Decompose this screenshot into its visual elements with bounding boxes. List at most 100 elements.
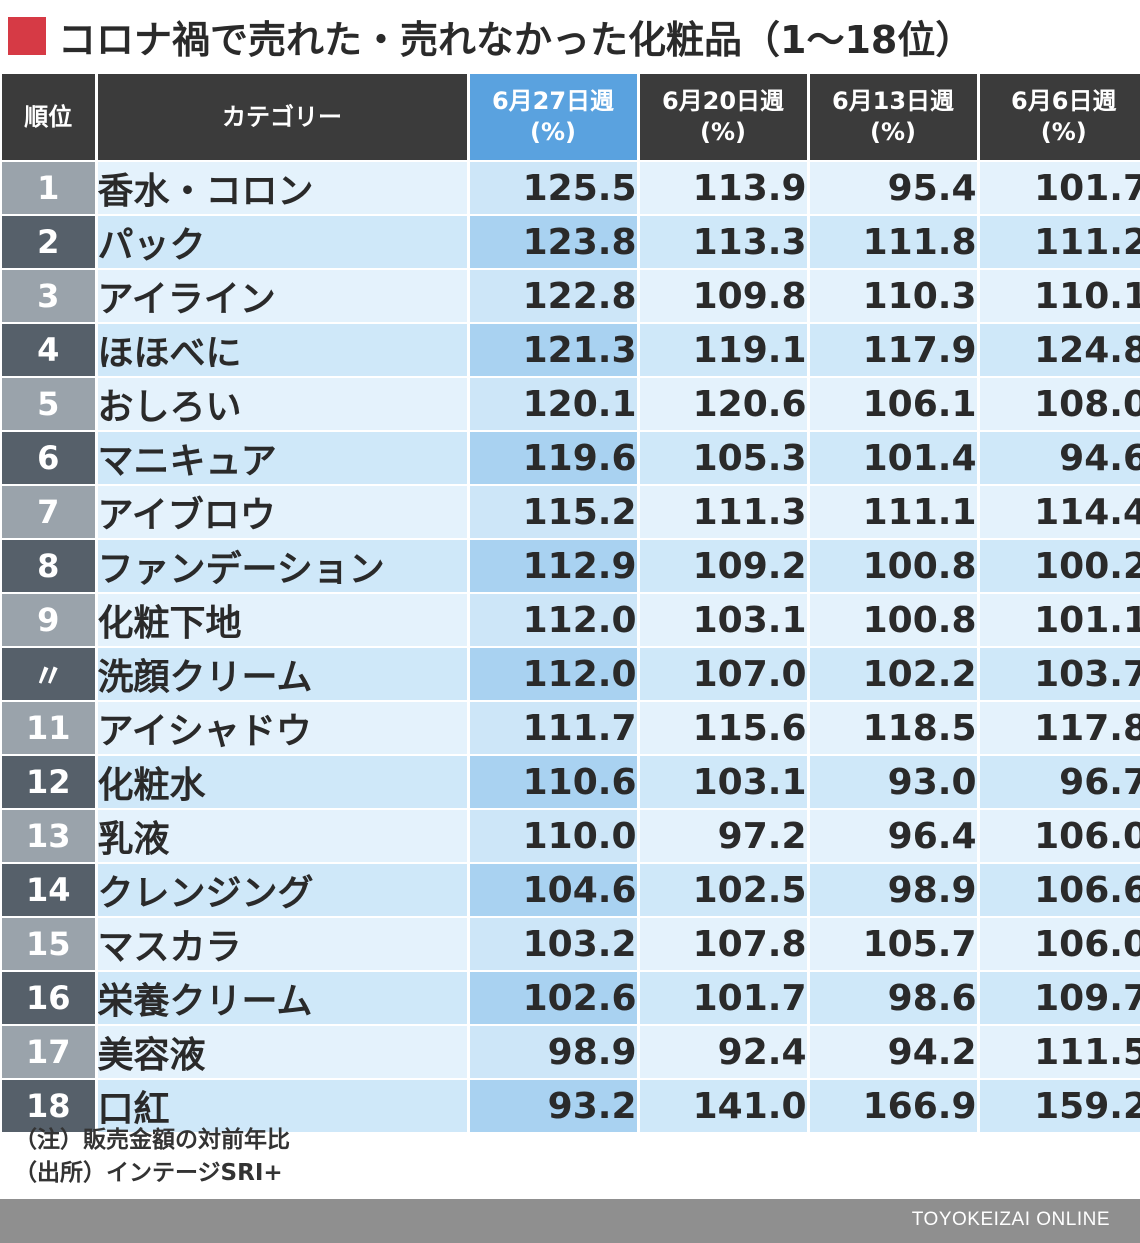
value-cell: 125.5: [466, 160, 638, 215]
value-cell: 101.7: [636, 970, 808, 1025]
value-cell: 117.8: [976, 700, 1140, 755]
table-row: 8 ファンデーション 112.9 109.2 100.8 100.2: [2, 538, 1140, 593]
rank-cell: 6: [2, 430, 96, 485]
value-cell: 109.2: [636, 538, 808, 593]
value-cell: 115.6: [636, 700, 808, 755]
value-cell: 97.2: [636, 808, 808, 863]
value-cell: 106.0: [976, 808, 1140, 863]
category-cell: 栄養クリーム: [94, 970, 468, 1025]
notes: （注）販売金額の対前年比 （出所）インテージSRI+: [14, 1124, 290, 1190]
table-row: 13 乳液 110.0 97.2 96.4 106.0: [2, 808, 1140, 863]
category-cell: ほほべに: [94, 322, 468, 377]
table-row: 15 マスカラ 103.2 107.8 105.7 106.0: [2, 916, 1140, 971]
rank-cell: 17: [2, 1024, 96, 1079]
table-row: 16 栄養クリーム 102.6 101.7 98.6 109.7: [2, 970, 1140, 1025]
rank-cell: 〃: [2, 646, 96, 701]
value-cell: 103.1: [636, 592, 808, 647]
table-row: 11 アイシャドウ 111.7 115.6 118.5 117.8: [2, 700, 1140, 755]
category-cell: 美容液: [94, 1024, 468, 1079]
value-cell: 117.9: [806, 322, 978, 377]
value-cell: 93.2: [466, 1078, 638, 1132]
value-cell: 111.2: [976, 214, 1140, 269]
value-cell: 101.7: [976, 160, 1140, 215]
rank-cell: 1: [2, 160, 96, 215]
value-cell: 105.3: [636, 430, 808, 485]
value-cell: 110.1: [976, 268, 1140, 323]
column-header-5: 6月6日週 (%): [976, 74, 1140, 161]
value-cell: 111.8: [806, 214, 978, 269]
value-cell: 118.5: [806, 700, 978, 755]
value-cell: 121.3: [466, 322, 638, 377]
table-row: 4 ほほべに 121.3 119.1 117.9 124.8: [2, 322, 1140, 377]
value-cell: 111.3: [636, 484, 808, 539]
category-cell: 口紅: [94, 1078, 468, 1132]
category-cell: 洗顔クリーム: [94, 646, 468, 701]
table-row: 2 パック 123.8 113.3 111.8 111.2: [2, 214, 1140, 269]
column-header-1: カテゴリー: [94, 74, 468, 161]
value-cell: 120.6: [636, 376, 808, 431]
column-header-0: 順位: [2, 74, 96, 161]
value-cell: 103.1: [636, 754, 808, 809]
category-cell: おしろい: [94, 376, 468, 431]
value-cell: 105.7: [806, 916, 978, 971]
rank-cell: 15: [2, 916, 96, 971]
column-header-2: 6月27日週 (%): [466, 74, 638, 161]
ranking-table: 順位 カテゴリー 6月27日週 (%) 6月20日週 (%) 6月13日週 (%) 6月6日週(…: [2, 74, 1140, 1132]
value-cell: 108.0: [976, 376, 1140, 431]
value-cell: 101.4: [806, 430, 978, 485]
category-cell: 香水・コロン: [94, 160, 468, 215]
footer-brand: TOYOKEIZAI ONLINE: [911, 1209, 1110, 1230]
value-cell: 112.0: [466, 592, 638, 647]
value-cell: 100.8: [806, 538, 978, 593]
value-cell: 96.4: [806, 808, 978, 863]
column-header-4: 6月13日週 (%): [806, 74, 978, 161]
value-cell: 111.1: [806, 484, 978, 539]
rank-cell: 2: [2, 214, 96, 269]
value-cell: 112.9: [466, 538, 638, 593]
table-row: 12 化粧水 110.6 103.1 93.0 96.7: [2, 754, 1140, 809]
value-cell: 102.6: [466, 970, 638, 1025]
category-cell: ファンデーション: [94, 538, 468, 593]
value-cell: 113.9: [636, 160, 808, 215]
rank-cell: 12: [2, 754, 96, 809]
value-cell: 102.5: [636, 862, 808, 917]
value-cell: 109.7: [976, 970, 1140, 1025]
category-cell: 化粧下地: [94, 592, 468, 647]
value-cell: 159.2: [976, 1078, 1140, 1132]
table-row: 14 クレンジング 104.6 102.5 98.9 106.6: [2, 862, 1140, 917]
value-cell: 113.3: [636, 214, 808, 269]
value-cell: 106.1: [806, 376, 978, 431]
value-cell: 94.2: [806, 1024, 978, 1079]
rank-cell: 4: [2, 322, 96, 377]
rank-cell: 18: [2, 1078, 96, 1132]
footer-bar: TOYOKEIZAI ONLINE: [0, 1199, 1140, 1243]
value-cell: 106.6: [976, 862, 1140, 917]
value-cell: 94.6: [976, 430, 1140, 485]
table-row: 1 香水・コロン 125.5 113.9 95.4 101.7: [2, 160, 1140, 215]
value-cell: 95.4: [806, 160, 978, 215]
title-text: コロナ禍で売れた・売れなかった化粧品（1〜18位）: [58, 17, 974, 62]
value-cell: 124.8: [976, 322, 1140, 377]
column-header-3: 6月20日週 (%): [636, 74, 808, 161]
source-text: （出所）インテージSRI+: [14, 1160, 283, 1186]
value-cell: 114.4: [976, 484, 1140, 539]
value-cell: 120.1: [466, 376, 638, 431]
rank-cell: 14: [2, 862, 96, 917]
value-cell: 112.0: [466, 646, 638, 701]
value-cell: 119.6: [466, 430, 638, 485]
table-row: 18 口紅 93.2 141.0 166.9 159.2: [2, 1078, 1140, 1132]
value-cell: 100.8: [806, 592, 978, 647]
table-row: 9 化粧下地 112.0 103.1 100.8 101.1: [2, 592, 1140, 647]
category-cell: パック: [94, 214, 468, 269]
table-row: 6 マニキュア 119.6 105.3 101.4 94.6: [2, 430, 1140, 485]
rank-cell: 3: [2, 268, 96, 323]
category-cell: アイブロウ: [94, 484, 468, 539]
category-cell: 化粧水: [94, 754, 468, 809]
value-cell: 98.9: [466, 1024, 638, 1079]
value-cell: 123.8: [466, 214, 638, 269]
value-cell: 98.6: [806, 970, 978, 1025]
value-cell: 103.7: [976, 646, 1140, 701]
value-cell: 93.0: [806, 754, 978, 809]
rank-cell: 5: [2, 376, 96, 431]
rank-cell: 8: [2, 538, 96, 593]
